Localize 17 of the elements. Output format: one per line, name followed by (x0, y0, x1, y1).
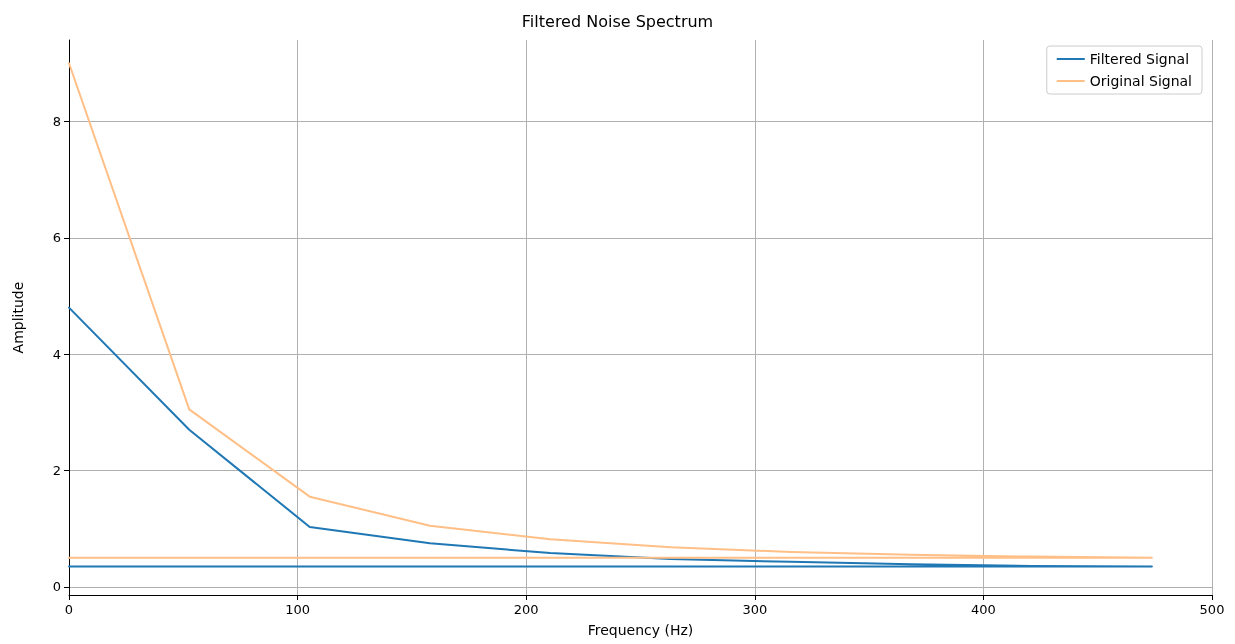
x-tick-label: 300 (742, 602, 768, 617)
x-tick-label: 100 (285, 602, 311, 617)
y-tick-label: 2 (52, 463, 61, 478)
x-tick-label: 400 (970, 602, 996, 617)
y-tick-label: 4 (52, 346, 61, 362)
y-tick-label: 6 (52, 230, 61, 246)
y-axis-title: Amplitude (10, 281, 26, 354)
x-axis-title: Frequency (Hz) (587, 622, 694, 638)
legend-label: Filtered Signal (1089, 51, 1190, 67)
y-tick-label: 0 (52, 579, 61, 595)
x-tick-label: 500 (1199, 602, 1225, 617)
line-series (68, 306, 1153, 568)
x-tick-label: 200 (513, 602, 539, 617)
y-tick-label: 8 (52, 113, 61, 129)
x-tick-label: 0 (64, 602, 74, 617)
legend-label: Original Signal (1089, 73, 1193, 89)
chart-title: Filtered Noise Spectrum (521, 11, 714, 31)
